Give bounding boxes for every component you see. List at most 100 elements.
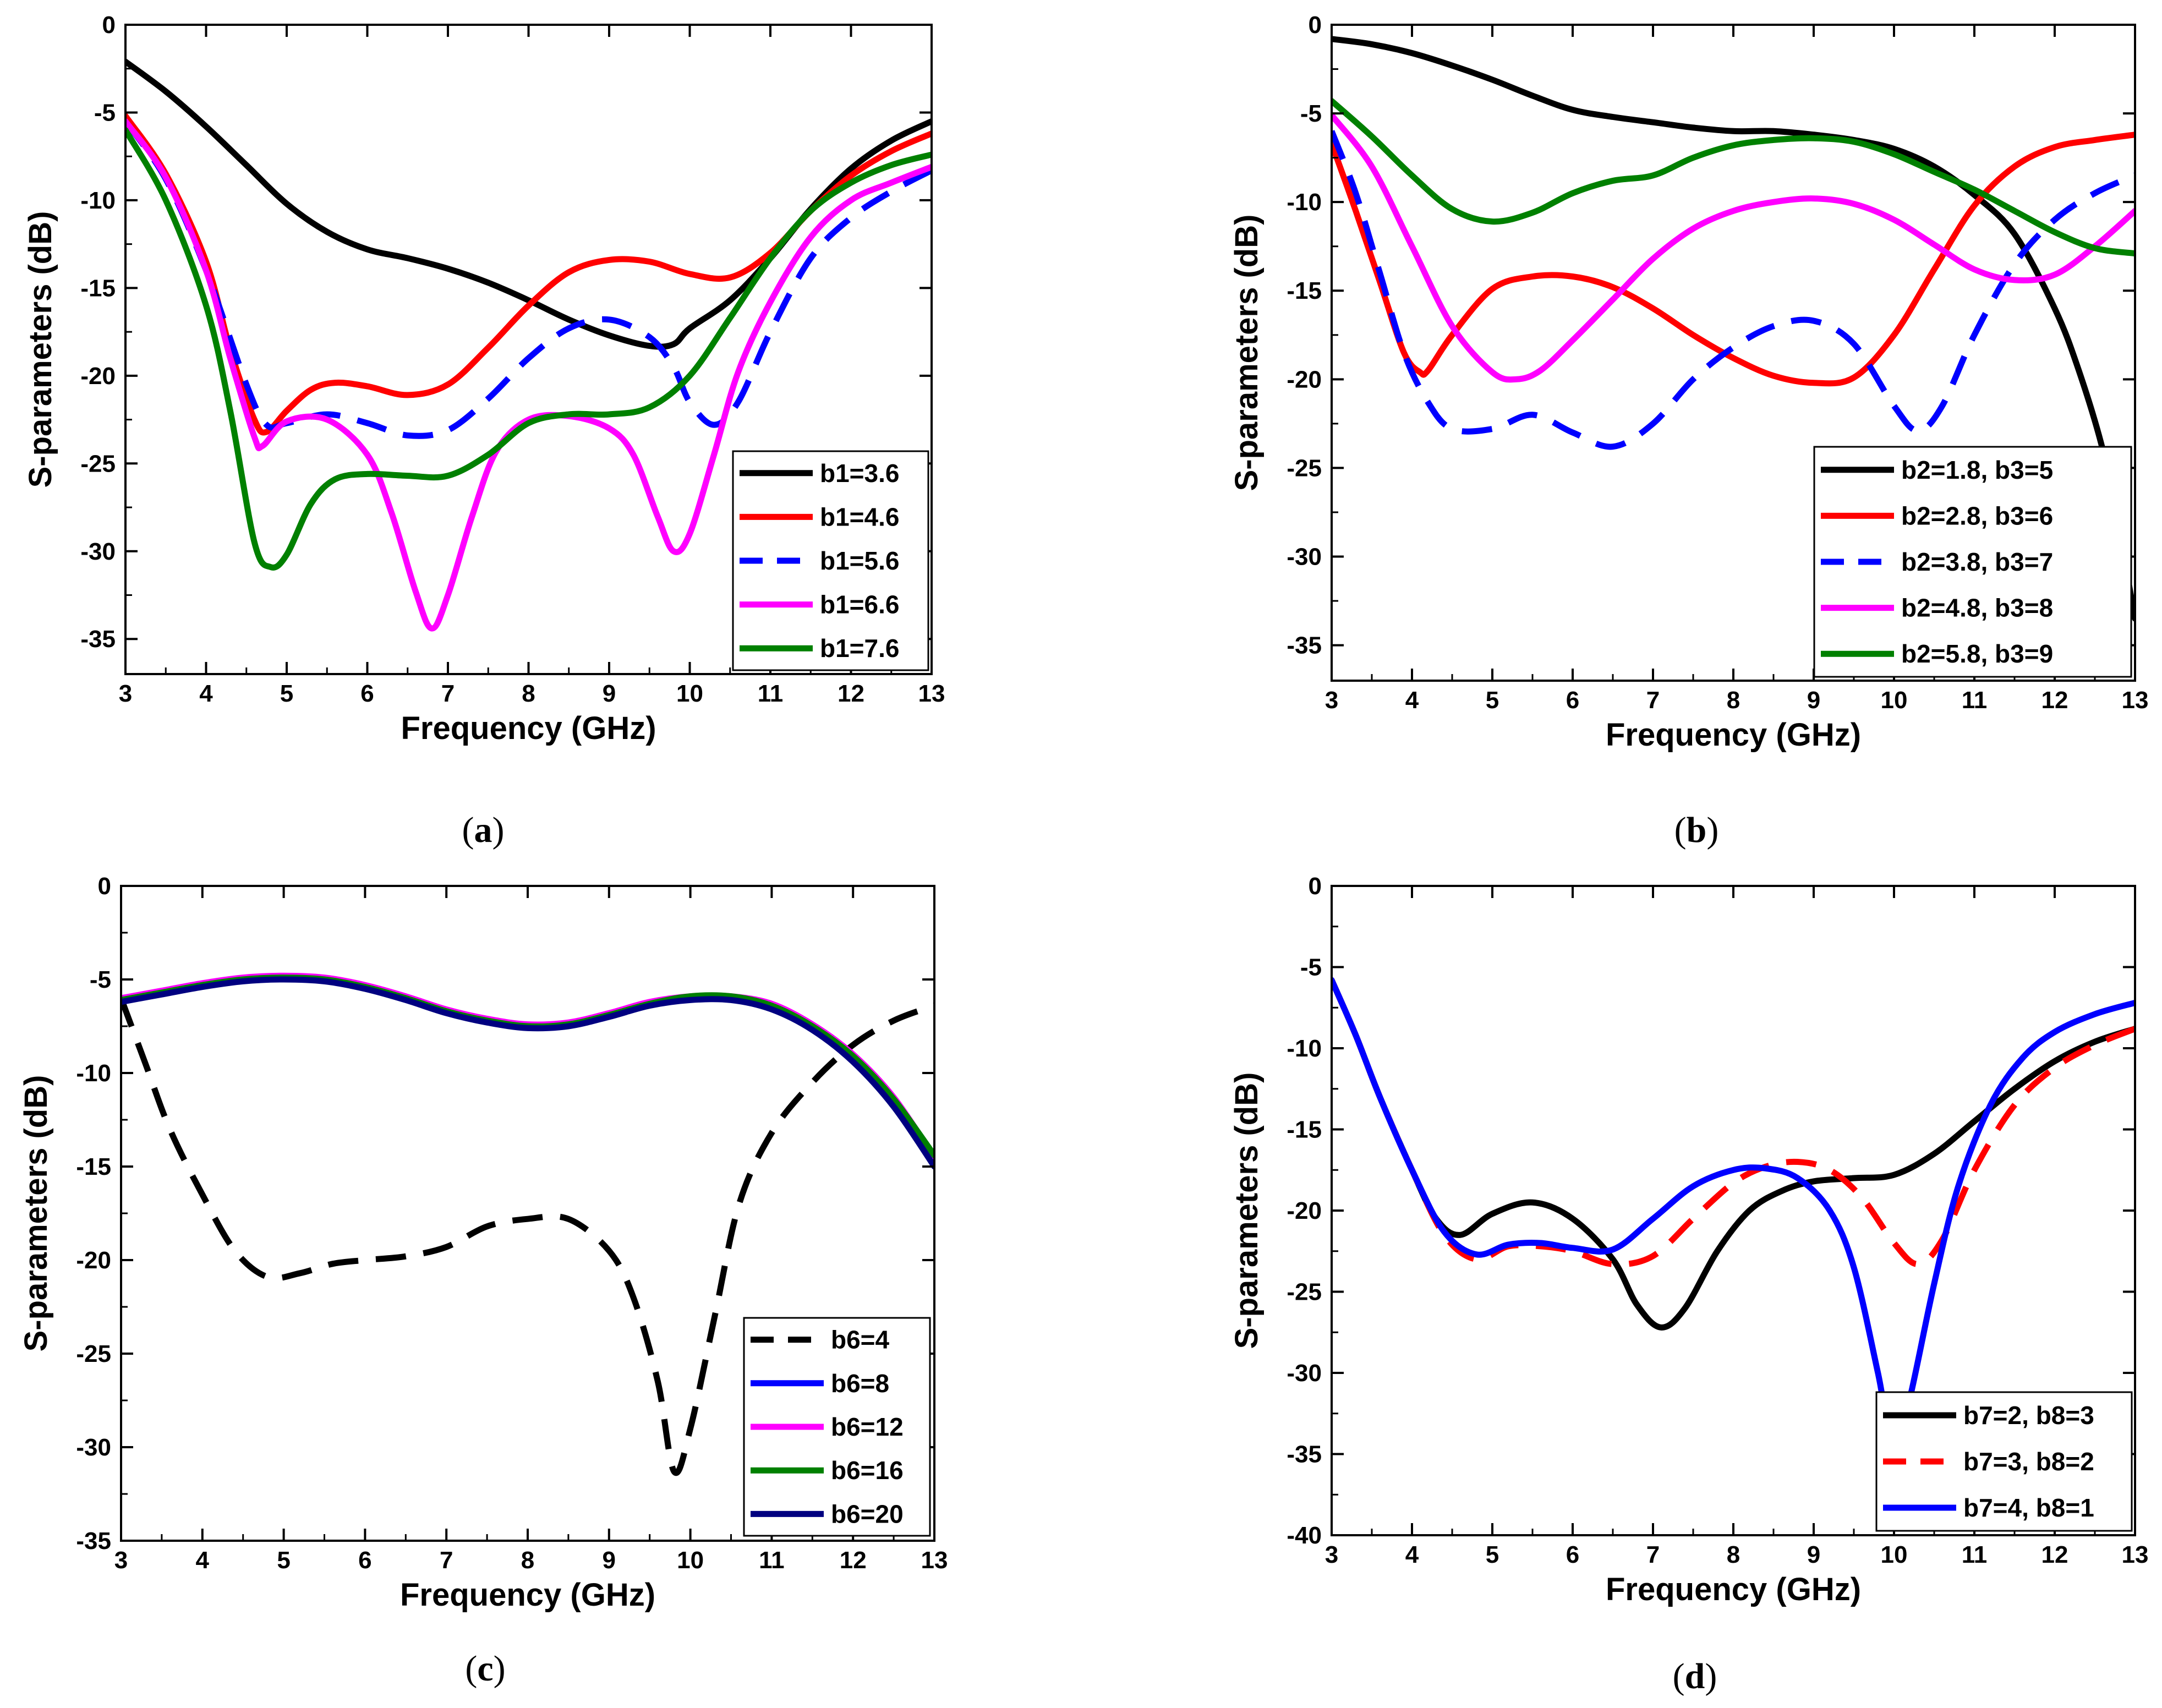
x-tick-label: 7 (1646, 1541, 1660, 1568)
y-tick-label: -25 (1287, 455, 1322, 481)
y-tick-label: -5 (1300, 100, 1322, 127)
y-tick-label: -5 (94, 99, 116, 126)
x-axis-label: Frequency (GHz) (400, 1577, 655, 1613)
x-tick-label: 11 (759, 1547, 785, 1574)
y-tick-label: -40 (1287, 1522, 1322, 1549)
x-tick-label: 3 (119, 680, 132, 707)
x-tick-label: 11 (1962, 687, 1988, 714)
series-line-4 (125, 118, 932, 632)
x-tick-label: 13 (918, 680, 945, 707)
x-tick-label: 3 (114, 1547, 128, 1574)
x-tick-label: 11 (758, 680, 784, 707)
series-group (125, 58, 932, 632)
y-tick-label: -30 (80, 538, 116, 565)
series-group (1332, 977, 2135, 1454)
series-line-3 (125, 119, 932, 439)
y-tick-label: -35 (1287, 632, 1322, 659)
y-tick-label: -15 (76, 1153, 111, 1180)
y-tick-label: -35 (1287, 1441, 1322, 1468)
x-tick-label: 5 (1486, 1541, 1499, 1568)
series-group (1332, 36, 2135, 622)
panel-b-label: (b) (1674, 810, 1719, 850)
panel-c: (c) 3 4 5 6 7 8 9 10 11 12 13 0 -5 -10 -15 -20 -25 -30 -35… (18, 873, 948, 1689)
series-line-5 (125, 127, 932, 571)
x-tick-label: 12 (838, 680, 864, 707)
x-tick-label: 13 (921, 1547, 948, 1574)
x-tick-label: 11 (1962, 1541, 1988, 1568)
x-tick-label: 4 (199, 680, 213, 707)
panel-d-label: (d) (1673, 1656, 1717, 1696)
panel-b: (b) 3 4 5 6 7 8 9 10 11 12 13 0 -5 -10 -15 -20 -25 -30 -35… (1229, 12, 2148, 850)
x-tick-label: 12 (840, 1547, 867, 1574)
legend-entry-label: b2=5.8, b3=9 (1901, 639, 2053, 668)
x-tick-label: 10 (677, 1547, 704, 1574)
y-tick-label: -10 (76, 1060, 111, 1087)
y-tick-label: 0 (1309, 873, 1322, 900)
x-tick-label: 7 (440, 1547, 453, 1574)
x-tick-label: 7 (441, 680, 455, 707)
legend-entry-label: b6=20 (831, 1499, 904, 1528)
x-tick-label: 9 (1807, 1541, 1820, 1568)
y-tick-label: -15 (1287, 1116, 1322, 1143)
panel-a-label: (a) (462, 810, 505, 850)
y-tick-label: -30 (1287, 543, 1322, 570)
legend: b6=4 b6=8 b6=12 b6=16 b6=20 (743, 1317, 931, 1537)
legend-entry-label: b6=16 (831, 1456, 904, 1485)
legend-entry-label: b1=7.6 (820, 634, 900, 663)
legend-entry-label: b7=2, b8=3 (1963, 1401, 2094, 1430)
legend-entry-label: b7=4, b8=1 (1963, 1493, 2094, 1522)
x-tick-label: 13 (2122, 687, 2149, 714)
x-tick-label: 8 (522, 680, 535, 707)
legend: b1=3.6 b1=4.6 b1=5.6 b1=6.6 b1=7.6 (732, 450, 929, 671)
series-line-1 (1332, 36, 2135, 622)
legend-box (732, 450, 929, 671)
series-line-4 (1332, 112, 2135, 383)
x-axis-label: Frequency (GHz) (1606, 717, 1861, 753)
x-tick-label: 8 (1727, 687, 1740, 714)
y-tick-label: -5 (90, 966, 111, 993)
panel-c-label: (c) (465, 1649, 505, 1689)
x-tick-label: 8 (1727, 1541, 1740, 1568)
legend-entry-label: b7=3, b8=2 (1963, 1447, 2094, 1476)
x-tick-label: 12 (2041, 1541, 2068, 1568)
x-tick-label: 9 (603, 1547, 616, 1574)
y-tick-label: -25 (1287, 1279, 1322, 1306)
x-tick-label: 10 (676, 680, 703, 707)
x-tick-label: 7 (1646, 687, 1660, 714)
x-tick-label: 6 (358, 1547, 371, 1574)
y-axis-label: S-parameters (dB) (1229, 1072, 1265, 1349)
legend-entry-label: b6=8 (831, 1369, 889, 1398)
series-line-5 (1332, 98, 2135, 257)
y-tick-label: -5 (1300, 954, 1322, 981)
x-axis-label: Frequency (GHz) (401, 710, 656, 746)
panel-d: (d) 3 4 5 6 7 8 9 10 11 12 13 0 -5 -10 -15 -20 -25 -30 -35… (1229, 873, 2148, 1696)
x-tick-label: 3 (1325, 1541, 1338, 1568)
y-tick-label: -20 (80, 363, 116, 390)
x-tick-label: 4 (1405, 1541, 1419, 1568)
legend-entry-label: b1=3.6 (820, 459, 900, 488)
y-tick-label: -15 (1287, 277, 1322, 304)
y-tick-label: -10 (80, 187, 116, 214)
y-tick-label: -35 (76, 1528, 111, 1554)
series-line-1 (121, 997, 934, 1476)
y-tick-label: -25 (76, 1340, 111, 1367)
x-tick-label: 9 (603, 680, 616, 707)
x-tick-label: 6 (360, 680, 374, 707)
x-tick-label: 6 (1566, 687, 1579, 714)
x-tick-label: 8 (521, 1547, 534, 1574)
series-line-5 (121, 976, 934, 1170)
panel-a: (a) 3 4 5 6 7 8 9 10 11 12 13 0 -5 -10 -15 -20 -25 -30 -35… (23, 12, 945, 850)
y-tick-label: -30 (76, 1434, 111, 1461)
series-group (121, 972, 934, 1476)
y-tick-label: 0 (102, 12, 116, 39)
x-tick-label: 6 (1566, 1541, 1579, 1568)
y-tick-label: -25 (80, 450, 116, 477)
y-tick-label: -35 (80, 626, 116, 653)
legend: b2=1.8, b3=5 b2=2.8, b3=6 b2=3.8, b3=7 b2=4… (1813, 446, 2132, 678)
y-tick-label: 0 (98, 873, 111, 900)
y-tick-label: -20 (1287, 1197, 1322, 1224)
x-tick-label: 13 (2122, 1541, 2149, 1568)
y-tick-label: -10 (1287, 189, 1322, 216)
series-line-3 (1332, 130, 2135, 450)
